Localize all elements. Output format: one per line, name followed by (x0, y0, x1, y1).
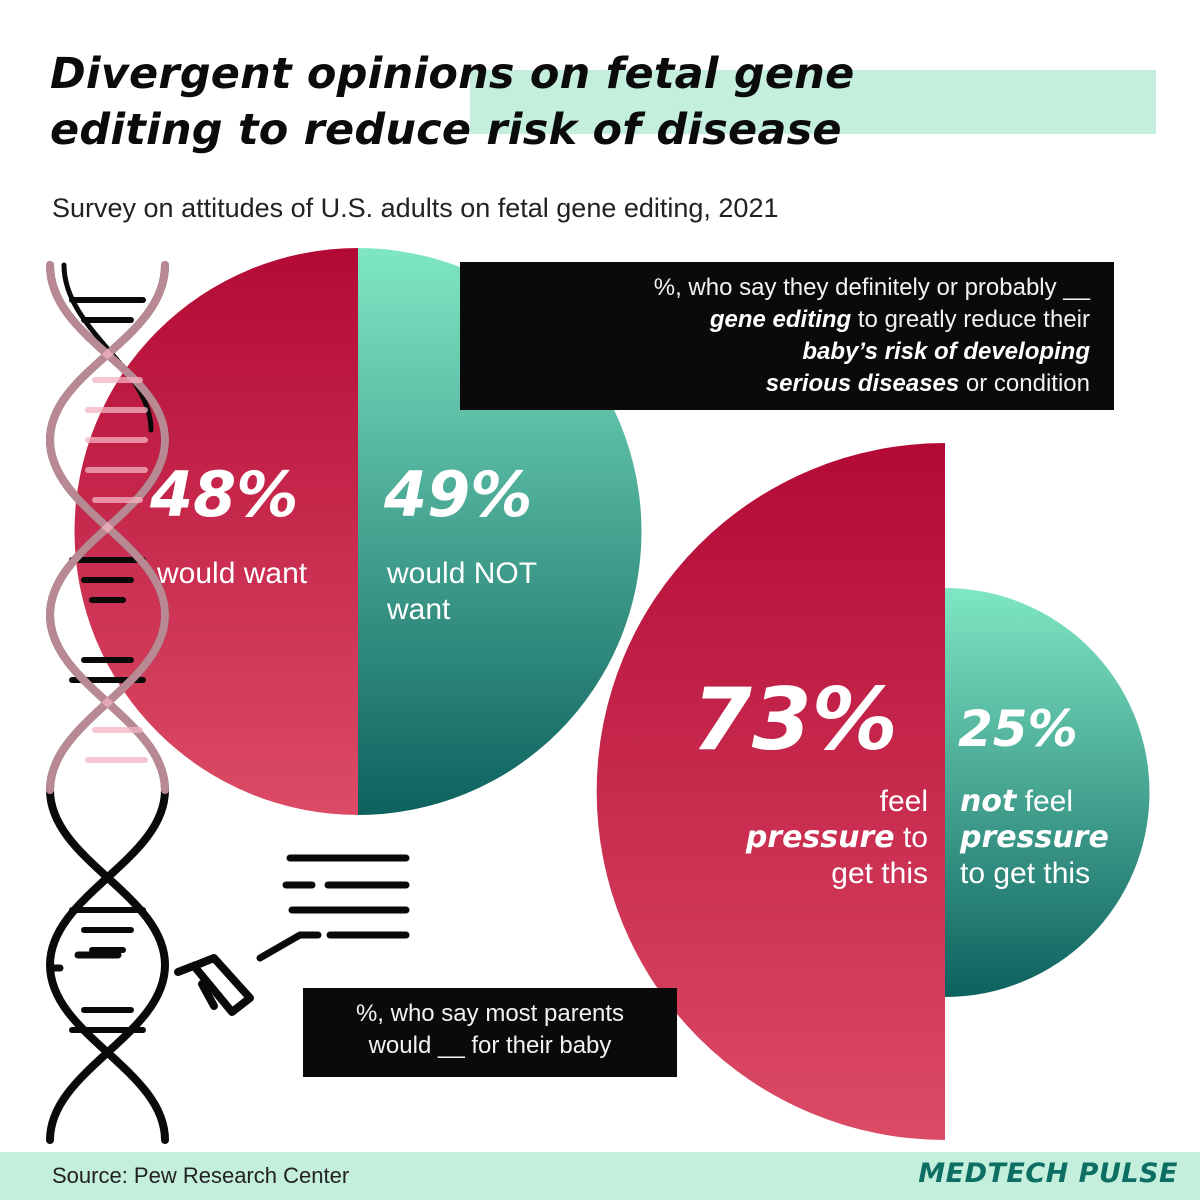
label-feel: feel (879, 785, 928, 818)
subtitle: Survey on attitudes of U.S. adults on fe… (52, 193, 779, 223)
document-lines-icon (256, 854, 410, 962)
question2-line2: would __ for their baby (368, 1032, 612, 1059)
label-feel-pressure: feel pressure to get this (700, 784, 928, 892)
slice-not-feel-pressure (945, 588, 1150, 997)
label-pressure-bold: pressure (745, 820, 895, 855)
question1-bold3: serious diseases (765, 370, 960, 397)
question1-part3: or condition (959, 370, 1090, 397)
label-not-bold: not (960, 784, 1017, 819)
source-text: Source: Pew Research Center (52, 1163, 350, 1188)
label-not-pressure-bold: pressure (960, 820, 1109, 855)
label-would-want: would want (157, 557, 308, 590)
label-pressure-to: to (894, 821, 928, 854)
value-label-49: 49% (384, 458, 533, 531)
page-title: Divergent opinions on fetal gene editing… (50, 46, 1150, 158)
label-would-not-want: would NOT want (387, 556, 537, 628)
label-not-get-this: to get this (960, 857, 1091, 890)
value-label-48: 48% (150, 458, 299, 531)
question1-part2: to greatly reduce their (851, 306, 1090, 333)
label-not-feel: feel (1016, 785, 1074, 818)
title-line-1: Divergent opinions on fetal gene (50, 49, 855, 99)
label-would-not-want-line1: would NOT (387, 557, 538, 590)
question1-bold1: gene editing (709, 306, 852, 333)
question-box-1: %, who say they definitely or probably _… (460, 262, 1114, 410)
label-get-this: get this (831, 857, 928, 890)
scissors-icon (174, 954, 254, 1016)
title-line-2: editing to reduce risk of disease (50, 105, 842, 155)
value-label-25: 25% (958, 700, 1078, 758)
question1-bold2: baby’s risk of developing (802, 338, 1090, 365)
title-highlight-band (470, 70, 1156, 134)
brand-logo: MEDTECH PULSE (918, 1158, 1178, 1189)
value-label-73: 73% (692, 670, 898, 770)
question1-part1: %, who say they definitely or probably _… (653, 274, 1090, 301)
question-box-2: %, who say most parents would __ for the… (303, 988, 677, 1077)
slice-feel-pressure (596, 443, 945, 1140)
dna-overlay-decoration (45, 261, 170, 794)
question2-line1: %, who say most parents (355, 1000, 625, 1027)
footer-band (0, 1152, 1200, 1200)
label-would-not-want-line2: want (387, 593, 451, 626)
dna-fragment-icon (48, 951, 122, 972)
label-not-feel-pressure: not feel pressure to get this (960, 784, 1109, 892)
